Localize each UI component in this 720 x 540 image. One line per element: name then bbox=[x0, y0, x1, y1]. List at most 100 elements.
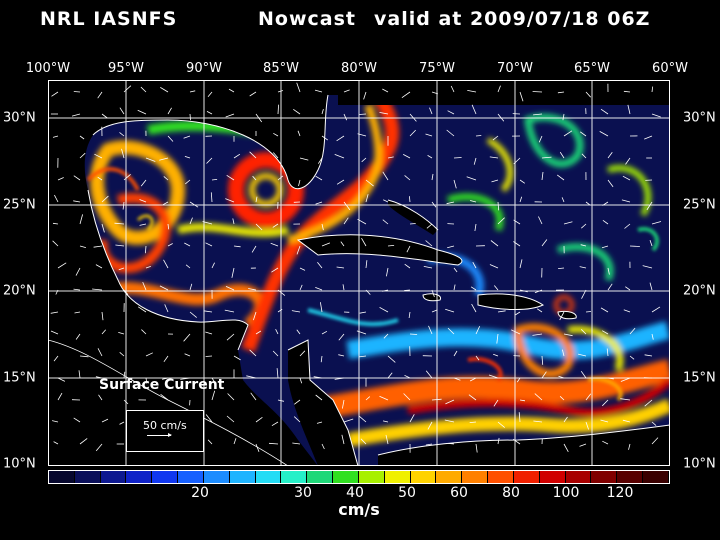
current-vector bbox=[383, 333, 389, 339]
current-vector bbox=[53, 441, 59, 445]
current-vector bbox=[466, 176, 477, 181]
current-vector bbox=[607, 377, 614, 380]
current-vector bbox=[249, 151, 257, 159]
current-vector bbox=[293, 416, 301, 423]
current-vector bbox=[642, 265, 653, 269]
current-vector bbox=[474, 223, 477, 232]
lat-label-25n-left: 25°N bbox=[3, 197, 36, 213]
current-vector bbox=[562, 113, 565, 121]
current-vector bbox=[579, 131, 587, 137]
current-vector bbox=[579, 266, 587, 269]
current-vector bbox=[74, 311, 81, 314]
map-frame bbox=[48, 80, 670, 466]
current-vector bbox=[409, 129, 416, 137]
current-vector bbox=[343, 217, 349, 225]
current-vector bbox=[118, 267, 125, 271]
current-vector bbox=[321, 443, 325, 450]
current-vector bbox=[431, 289, 435, 298]
current-vector bbox=[379, 112, 389, 115]
current-vector bbox=[383, 199, 389, 203]
current-vector bbox=[296, 245, 301, 255]
caribbean-eddy-2 bbox=[567, 325, 624, 372]
current-vector bbox=[189, 113, 191, 121]
current-vector bbox=[211, 377, 216, 384]
current-vector bbox=[563, 443, 569, 452]
current-vector bbox=[651, 437, 659, 445]
colorbar-units: cm/s bbox=[338, 500, 380, 519]
current-vector bbox=[294, 399, 301, 405]
current-vector bbox=[431, 309, 438, 313]
current-vector bbox=[533, 113, 543, 116]
current-vector bbox=[599, 131, 609, 137]
current-vector bbox=[299, 377, 303, 384]
colorbar bbox=[48, 470, 670, 484]
current-vector bbox=[123, 173, 131, 181]
current-speed-map bbox=[48, 80, 670, 466]
current-vector bbox=[139, 199, 147, 203]
current-vector bbox=[387, 355, 396, 363]
current-vector bbox=[50, 311, 59, 314]
current-vector bbox=[297, 130, 301, 137]
current-vector bbox=[357, 218, 367, 225]
caribbean-band-south bbox=[346, 398, 670, 447]
current-vector bbox=[167, 107, 172, 115]
caribbean-jet bbox=[407, 377, 670, 417]
colorbar-label-60: 60 bbox=[450, 485, 468, 501]
current-vector bbox=[401, 91, 411, 99]
current-vector bbox=[163, 355, 169, 363]
current-vector bbox=[385, 434, 389, 445]
current-vector bbox=[512, 438, 521, 445]
current-vector bbox=[472, 262, 477, 269]
current-vector bbox=[160, 393, 169, 401]
current-vector bbox=[320, 302, 323, 313]
current-vector bbox=[429, 107, 433, 115]
lon-label-90w: 90°W bbox=[186, 61, 222, 76]
current-vector bbox=[361, 157, 367, 163]
current-vector bbox=[189, 217, 193, 225]
current-vector bbox=[534, 289, 543, 294]
current-vector bbox=[607, 267, 610, 275]
current-vector bbox=[123, 289, 129, 295]
current-vector bbox=[268, 442, 279, 445]
colorbar-segment bbox=[178, 471, 204, 483]
current-vector bbox=[408, 311, 411, 319]
current-vector bbox=[293, 108, 301, 115]
current-vector bbox=[114, 222, 125, 225]
current-vector bbox=[270, 242, 279, 247]
current-vector bbox=[249, 349, 257, 357]
current-vector bbox=[52, 420, 59, 423]
current-vector bbox=[321, 223, 324, 231]
current-vector bbox=[541, 171, 544, 181]
current-vector bbox=[183, 135, 191, 139]
current-vector bbox=[167, 135, 174, 142]
lat-label-25n-right: 25°N bbox=[683, 197, 716, 213]
current-vector bbox=[519, 91, 524, 102]
current-vector bbox=[141, 329, 147, 335]
current-vector bbox=[184, 242, 191, 247]
current-vector bbox=[292, 442, 301, 445]
current-vector bbox=[600, 307, 609, 313]
current-vector bbox=[211, 179, 218, 181]
current-vector bbox=[431, 173, 434, 181]
colorbar-segment bbox=[617, 471, 644, 483]
current-vector bbox=[627, 104, 631, 115]
current-vector bbox=[360, 438, 367, 445]
current-vector bbox=[137, 306, 147, 313]
current-vector bbox=[541, 371, 547, 379]
lat-label-15n-right: 15°N bbox=[683, 370, 716, 386]
ne-caribbean-eddy bbox=[554, 295, 574, 315]
current-vector bbox=[519, 196, 523, 203]
lon-label-80w: 80°W bbox=[341, 61, 377, 76]
current-vector bbox=[445, 308, 455, 313]
current-vector bbox=[559, 311, 565, 321]
current-vector bbox=[518, 412, 521, 423]
current-vector bbox=[628, 443, 631, 450]
current-vector bbox=[140, 86, 147, 93]
current-vector bbox=[468, 394, 477, 401]
current-vector bbox=[139, 223, 147, 226]
colorbar-segment bbox=[539, 471, 566, 483]
current-vector bbox=[123, 371, 126, 379]
current-vector bbox=[142, 281, 147, 291]
current-vector bbox=[277, 104, 279, 115]
current-vector bbox=[343, 113, 348, 121]
